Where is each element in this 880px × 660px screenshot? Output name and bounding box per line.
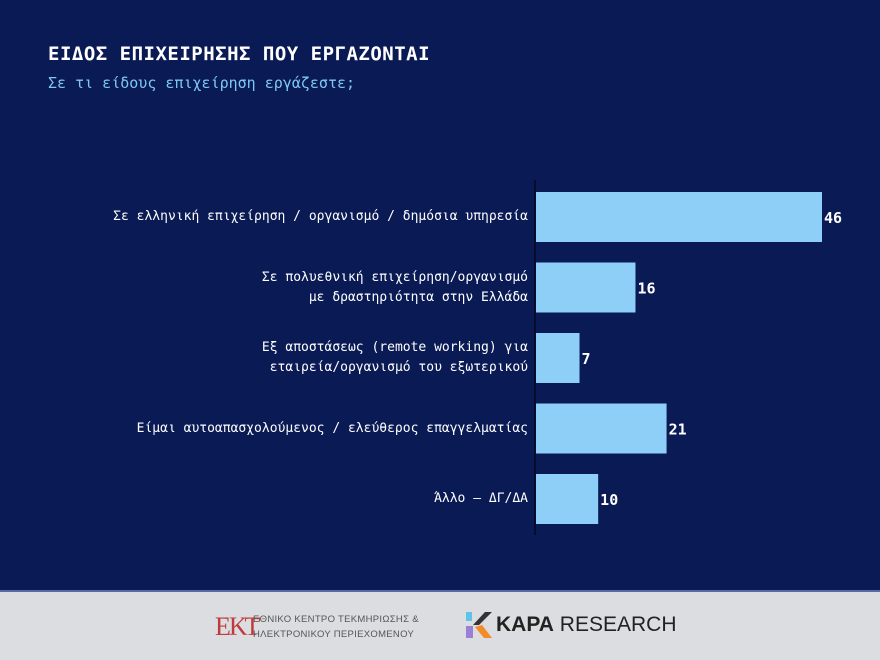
data-label: 7 xyxy=(582,350,591,368)
data-label: 21 xyxy=(669,421,687,439)
bar xyxy=(536,192,822,242)
ekt-line2: ΗΛΕΚΤΡΟΝΙΚΟΥ ΠΕΡΙΕΧΟΜΕΝΟΥ xyxy=(253,629,415,640)
category-label: Άλλο – ΔΓ/ΔΑ xyxy=(434,491,528,506)
chart-subtitle: Σε τι είδους επιχείρηση εργάζεστε; xyxy=(48,74,356,92)
kapa-logo-icon xyxy=(466,612,492,638)
bar xyxy=(536,333,580,383)
data-label: 10 xyxy=(600,491,618,509)
bar xyxy=(536,403,667,454)
chart-title: ΕΙΔΟΣ ΕΠΙΧΕΙΡΗΣΗΣ ΠΟΥ ΕΡΓΑΖΟΝΤΑΙ xyxy=(48,43,431,65)
category-label: Σε ελληνική επιχείρηση / οργανισμό / δημ… xyxy=(113,209,528,224)
data-label: 16 xyxy=(637,280,655,298)
bar-chart: 46 16 7 21 10 xyxy=(534,180,842,535)
ekt-line1: ΕΘΝΙΚΟ ΚΕΝΤΡΟ ΤΕΚΜΗΡΙΩΣΗΣ & xyxy=(253,614,419,625)
kapa-research-logo: KAPA RESEARCH xyxy=(496,613,677,636)
category-label: Σε πολυεθνική επιχείρηση/οργανισμό με δρα… xyxy=(261,269,528,305)
category-label: Εξ αποστάσεως (remote working) για εταιρε… xyxy=(261,340,528,375)
ekt-text: ΕΘΝΙΚΟ ΚΕΝΤΡΟ ΤΕΚΜΗΡΙΩΣΗΣ & ΗΛΕΚΤΡΟΝΙΚΟΥ… xyxy=(253,612,419,642)
bar xyxy=(536,262,636,313)
footer: ΕΚΤ ΕΘΝΙΚΟ ΚΕΝΤΡΟ ΤΕΚΜΗΡΙΩΣΗΣ & ΗΛΕΚΤΡΟΝ… xyxy=(0,590,880,660)
bar xyxy=(536,474,599,524)
category-label: Είμαι αυτοαπασχολούμενος / ελεύθερος επα… xyxy=(136,420,528,436)
ekt-logo: ΕΚΤ xyxy=(215,612,260,641)
data-label: 46 xyxy=(824,209,842,227)
